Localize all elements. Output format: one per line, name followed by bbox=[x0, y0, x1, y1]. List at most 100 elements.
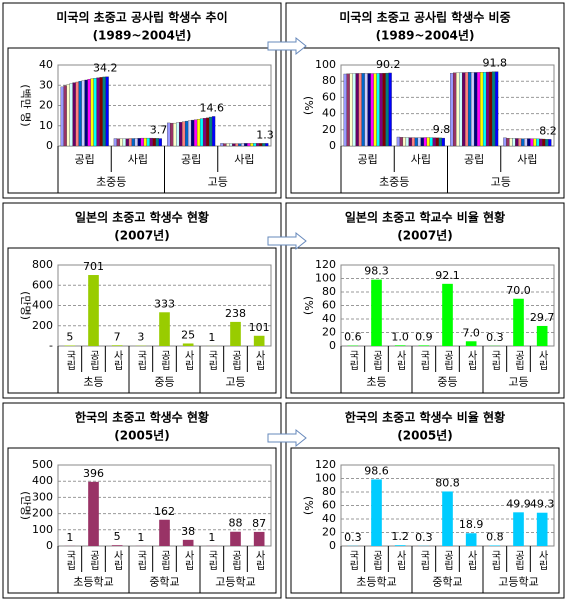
bar bbox=[64, 345, 76, 346]
bar bbox=[376, 73, 380, 147]
value-label: 29.7 bbox=[530, 311, 555, 324]
bar bbox=[488, 71, 493, 147]
y-axis-label: (만명) bbox=[19, 491, 32, 520]
group-label: 고등 bbox=[508, 376, 528, 389]
bar bbox=[521, 138, 525, 147]
x-tick-label: 국립 bbox=[418, 550, 430, 570]
bar bbox=[503, 137, 507, 147]
bar bbox=[467, 72, 472, 147]
bar bbox=[223, 143, 227, 147]
group-label: 초등 bbox=[83, 376, 103, 389]
value-label: 7 bbox=[114, 330, 121, 343]
y-axis-label: (%) bbox=[302, 296, 315, 315]
bar bbox=[113, 138, 118, 147]
bar bbox=[513, 298, 524, 346]
y-axis-label: (백만 명) bbox=[19, 84, 32, 126]
bar bbox=[346, 73, 350, 147]
bar bbox=[438, 137, 442, 147]
y-tick-label: 20 bbox=[39, 99, 53, 112]
bar bbox=[131, 138, 136, 147]
panel-border bbox=[2, 202, 282, 399]
bar bbox=[417, 137, 422, 147]
chart-title: 일본의 초중고 학생수 현황 bbox=[75, 210, 209, 225]
x-tick-label: 국립 bbox=[64, 550, 76, 570]
chart-title: 한국의 초중고 학생수 비율 현황 bbox=[345, 410, 505, 425]
value-label: 1 bbox=[208, 331, 215, 344]
bar bbox=[170, 122, 174, 147]
chart-panel: 한국의 초중고 학생수 비율 현황(2005년)(%)0204060801001… bbox=[285, 402, 565, 599]
bar bbox=[159, 312, 170, 346]
bar bbox=[343, 73, 347, 147]
bar bbox=[187, 120, 192, 147]
x-tick-label: 공립 bbox=[513, 550, 525, 570]
arrows bbox=[267, 36, 307, 448]
y-tick-label: 0 bbox=[329, 339, 336, 352]
x-tick-label: 사립 bbox=[517, 153, 537, 166]
x-tick-label: 사립 bbox=[182, 550, 194, 570]
bar bbox=[78, 81, 82, 147]
bar bbox=[111, 345, 123, 346]
inner-box bbox=[7, 247, 277, 394]
bar bbox=[482, 72, 487, 147]
bar bbox=[205, 117, 210, 147]
value-label: 3 bbox=[137, 331, 144, 344]
bar bbox=[485, 71, 490, 147]
chart-title: 한국의 초중고 학생수 현황 bbox=[75, 410, 209, 425]
bar bbox=[69, 83, 73, 147]
bar bbox=[241, 143, 245, 147]
value-label: 1 bbox=[66, 531, 73, 544]
x-tick-label: 사립 bbox=[182, 350, 194, 370]
value-label: 333 bbox=[154, 297, 175, 310]
bar bbox=[262, 143, 266, 147]
y-tick-label: 60 bbox=[322, 299, 336, 312]
x-tick-label: 공립 bbox=[88, 350, 100, 370]
bar bbox=[140, 137, 145, 147]
bar bbox=[102, 76, 106, 147]
value-label: 0.6 bbox=[344, 331, 362, 344]
x-tick-label: 국립 bbox=[206, 550, 218, 570]
bar bbox=[513, 512, 524, 546]
y-tick-label: 120 bbox=[315, 258, 336, 271]
group-label: 고등 bbox=[208, 176, 228, 189]
bar bbox=[489, 545, 501, 546]
x-tick-label: 국립 bbox=[206, 350, 218, 370]
value-label: 1 bbox=[208, 531, 215, 544]
y-tick-label: 300 bbox=[32, 490, 53, 503]
value-label: 0.3 bbox=[486, 331, 504, 344]
x-tick-label: 공립 bbox=[230, 550, 242, 570]
bar bbox=[196, 119, 201, 147]
bar bbox=[423, 137, 428, 147]
bar bbox=[371, 479, 382, 546]
x-tick-label: 공립 bbox=[513, 350, 525, 370]
inner-box bbox=[7, 47, 277, 194]
bar bbox=[211, 116, 216, 147]
bar bbox=[146, 137, 151, 147]
value-label: 238 bbox=[225, 307, 246, 320]
bar bbox=[402, 137, 407, 147]
y-tick-label: 200 bbox=[32, 319, 53, 332]
bar bbox=[119, 138, 124, 147]
group-label: 고등 bbox=[491, 176, 511, 189]
bar bbox=[405, 137, 410, 147]
value-label: 701 bbox=[83, 260, 104, 273]
bar bbox=[536, 512, 548, 546]
bar bbox=[128, 138, 133, 147]
value-label: 49.9 bbox=[506, 497, 531, 510]
bar bbox=[385, 72, 389, 147]
y-tick-label: 200 bbox=[32, 507, 53, 520]
value-label: 0.9 bbox=[415, 330, 433, 343]
y-tick-label: 400 bbox=[32, 474, 53, 487]
x-tick-label: 공립 bbox=[230, 350, 242, 370]
bar bbox=[464, 72, 469, 147]
x-tick-label: 국립 bbox=[64, 350, 76, 370]
bar bbox=[143, 137, 148, 147]
bar bbox=[512, 138, 516, 147]
y-tick-label: 20 bbox=[322, 326, 336, 339]
group-label: 초등학교 bbox=[356, 576, 396, 589]
value-label: 87 bbox=[252, 517, 266, 530]
x-tick-label: 사립 bbox=[411, 153, 431, 166]
bar bbox=[190, 119, 195, 147]
chart-subtitle: (1989~2004년) bbox=[376, 29, 475, 43]
chart-subtitle: (2007년) bbox=[114, 229, 169, 243]
value-label: 25 bbox=[181, 328, 195, 341]
